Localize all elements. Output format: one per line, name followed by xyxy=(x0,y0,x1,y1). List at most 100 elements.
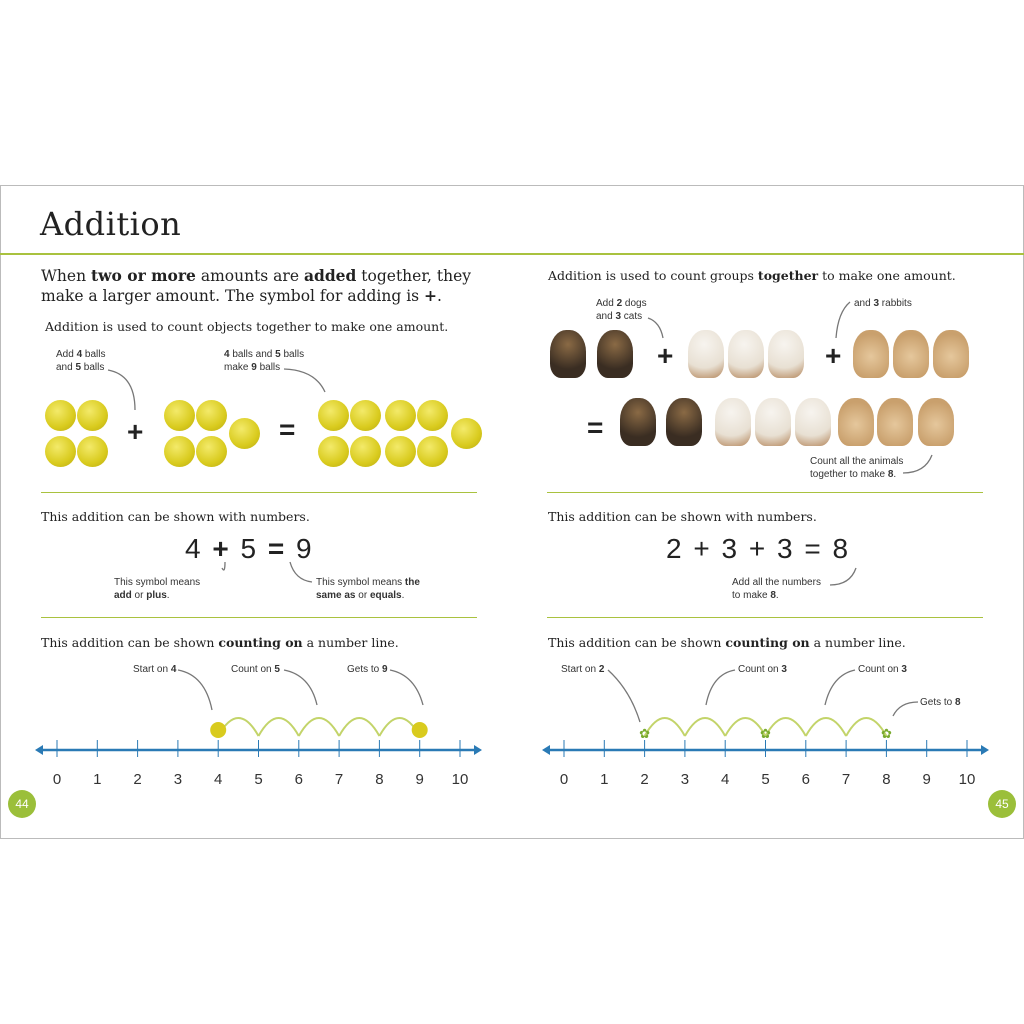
text-segment: or xyxy=(355,590,370,601)
note-start: Start on 2 xyxy=(561,663,604,676)
text-segment: amounts are xyxy=(195,267,304,285)
eq-term: 5 xyxy=(240,533,259,564)
eq-term: 2 xyxy=(666,533,684,564)
note-count: Count on 5 xyxy=(231,663,280,676)
title-underline xyxy=(0,253,1024,255)
hop-arc xyxy=(643,717,686,737)
note-start: Start on 4 xyxy=(133,663,176,676)
tennis-ball xyxy=(164,436,195,467)
tick-label: 9 xyxy=(416,771,424,788)
text-segment: add xyxy=(114,590,132,601)
eq-equals: = xyxy=(267,533,287,564)
note-add-balls: Add 4 balls and 5 balls xyxy=(56,348,116,374)
eq-plus: + xyxy=(693,533,712,564)
tick-label: 3 xyxy=(174,771,182,788)
note-count-animals: Count all the animals together to make 8… xyxy=(810,455,920,481)
divider xyxy=(41,617,477,618)
arrow xyxy=(647,317,664,339)
cat-image xyxy=(755,398,791,446)
note-count: Count on 3 xyxy=(858,663,907,676)
tennis-ball xyxy=(196,400,227,431)
paw-print-icon: ✿ xyxy=(639,726,650,741)
rabbit-image xyxy=(838,398,874,446)
tick-label: 10 xyxy=(452,771,469,788)
eq-result: 9 xyxy=(296,533,314,564)
text-segment: 9 xyxy=(251,362,257,373)
equals-sign: = xyxy=(587,412,604,443)
cat-image xyxy=(715,398,751,446)
paw-print-icon: ✿ xyxy=(881,726,892,741)
tennis-ball xyxy=(164,400,195,431)
text-segment: cats xyxy=(621,311,643,322)
text-segment: Count all the animals together to make xyxy=(810,456,904,480)
text-segment: equals xyxy=(369,590,402,601)
rabbit-image xyxy=(853,330,889,378)
groups-text: Addition is used to count groups togethe… xyxy=(548,268,956,283)
eq-term: 3 xyxy=(777,533,795,564)
tennis-ball xyxy=(45,400,76,431)
tick-label: 0 xyxy=(53,771,61,788)
tick-label: 4 xyxy=(214,771,222,788)
eq-equals: = xyxy=(804,533,823,564)
text-segment: This addition can be shown xyxy=(41,635,219,650)
text-segment: 3 xyxy=(781,664,787,675)
text-segment: Count on xyxy=(231,664,275,675)
equation: 2 + 3 + 3 = 8 xyxy=(666,533,850,565)
divider xyxy=(547,617,983,618)
text-segment: 8 xyxy=(887,469,894,480)
text-segment: When xyxy=(41,267,91,285)
text-segment: This symbol means xyxy=(114,577,201,588)
arrow xyxy=(829,567,857,586)
text-segment: the same as xyxy=(316,577,420,601)
cat-image xyxy=(768,330,804,378)
text-segment: a number line. xyxy=(302,635,399,650)
text-segment: Count on xyxy=(858,664,902,675)
rabbit-image xyxy=(893,330,929,378)
tick-label: 0 xyxy=(560,771,568,788)
text-segment: balls and xyxy=(229,349,276,360)
equals-sign: = xyxy=(279,414,296,445)
text-segment: . xyxy=(166,590,170,601)
tennis-ball xyxy=(45,436,76,467)
equation: 4 + 5 = 9 xyxy=(185,533,314,565)
text-segment: Add all the numbers to make xyxy=(732,577,821,601)
plus-sign: + xyxy=(825,340,842,371)
objects-text: Addition is used to count objects togeth… xyxy=(45,319,449,334)
tick-label: 2 xyxy=(640,771,648,788)
text-segment: 3 xyxy=(873,298,880,309)
dog-image xyxy=(550,330,586,378)
text-segment: Start on xyxy=(561,664,599,675)
page-number-left: 44 xyxy=(8,790,36,818)
tennis-ball xyxy=(385,400,416,431)
text-segment: together xyxy=(757,268,819,283)
ball-marker xyxy=(411,722,428,738)
tick-label: 8 xyxy=(882,771,890,788)
hop-arc xyxy=(764,717,807,737)
arrow xyxy=(177,669,213,711)
hop-arc xyxy=(724,717,767,737)
arrow xyxy=(289,561,313,583)
arrow xyxy=(283,669,318,706)
tick-label: 6 xyxy=(295,771,303,788)
text-segment: 5 xyxy=(274,664,280,675)
text-segment: This symbol means xyxy=(316,577,405,588)
text-segment: Start on xyxy=(133,664,171,675)
tennis-ball xyxy=(318,400,349,431)
tick-label: 4 xyxy=(721,771,729,788)
arrow-left-icon xyxy=(35,745,43,755)
plus-sign: + xyxy=(657,340,674,371)
book-spread xyxy=(0,185,1024,839)
hop-arc xyxy=(297,717,340,737)
arrow xyxy=(835,301,851,339)
tennis-ball xyxy=(350,400,381,431)
arrow xyxy=(607,669,641,723)
text-segment: and xyxy=(854,298,874,309)
text-segment: + xyxy=(424,286,438,305)
page-title: Addition xyxy=(40,205,182,243)
text-segment: or xyxy=(131,590,147,601)
text-segment: . xyxy=(437,287,442,305)
text-segment: rabbits xyxy=(879,298,912,309)
intro-text: When two or more amounts are added toget… xyxy=(41,266,481,306)
numbers-text: This addition can be shown with numbers. xyxy=(41,509,310,524)
text-segment: . xyxy=(775,590,779,601)
